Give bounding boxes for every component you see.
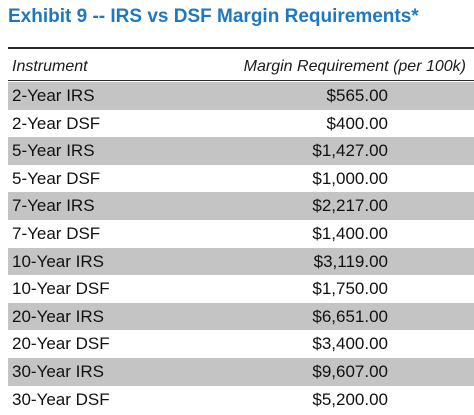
margin-cell: $3,400.00 <box>312 334 388 354</box>
table-row: 30-Year DSF $5,200.00 <box>8 386 474 414</box>
margin-cell: $1,750.00 <box>312 279 388 299</box>
margin-cell: $5,200.00 <box>312 389 388 409</box>
header-rule <box>8 80 474 81</box>
top-rule <box>8 47 474 49</box>
table-row: 5-Year DSF $1,000.00 <box>8 165 474 193</box>
table-body: 2-Year IRS $565.00 2-Year DSF $400.00 5-Year… <box>8 82 474 413</box>
margin-cell: $6,651.00 <box>312 306 388 326</box>
table-header: Instrument Margin Requirement (per 100k) <box>8 55 474 79</box>
margin-cell: $2,217.00 <box>312 196 388 216</box>
instrument-cell: 10-Year DSF <box>12 279 110 299</box>
table-row: 10-Year DSF $1,750.00 <box>8 275 474 303</box>
margin-cell: $1,400.00 <box>312 223 388 243</box>
instrument-cell: 30-Year IRS <box>12 361 104 381</box>
instrument-column-header: Instrument <box>12 58 88 75</box>
table-row: 10-Year IRS $3,119.00 <box>8 247 474 276</box>
instrument-cell: 5-Year IRS <box>12 141 95 161</box>
margin-cell: $9,607.00 <box>312 361 388 381</box>
margin-cell: $565.00 <box>326 86 388 105</box>
margin-cell: $3,119.00 <box>313 251 388 271</box>
table-row: 7-Year DSF $1,400.00 <box>8 220 474 248</box>
instrument-cell: 7-Year IRS <box>12 196 95 216</box>
margin-cell: $400.00 <box>326 113 388 133</box>
table-row: 20-Year IRS $6,651.00 <box>8 302 474 331</box>
table-row: 2-Year DSF $400.00 <box>8 110 474 138</box>
instrument-cell: 10-Year IRS <box>12 251 104 271</box>
table-row: 2-Year IRS $565.00 <box>8 82 474 110</box>
table-row: 7-Year IRS $2,217.00 <box>8 192 474 220</box>
margin-column-header: Margin Requirement (per 100k) <box>243 58 466 75</box>
instrument-cell: 5-Year DSF <box>12 168 101 188</box>
exhibit-title: Exhibit 9 -- IRS vs DSF Margin Requireme… <box>8 6 419 27</box>
instrument-cell: 30-Year DSF <box>12 389 110 409</box>
margin-cell: $1,427.00 <box>312 141 388 161</box>
table-row: 5-Year IRS $1,427.00 <box>8 137 474 165</box>
margin-cell: $1,000.00 <box>312 168 388 188</box>
instrument-cell: 2-Year IRS <box>12 86 95 105</box>
instrument-cell: 2-Year DSF <box>12 113 101 133</box>
instrument-cell: 7-Year DSF <box>12 223 101 243</box>
instrument-cell: 20-Year DSF <box>12 334 110 354</box>
table-row: 20-Year DSF $3,400.00 <box>8 330 474 358</box>
instrument-cell: 20-Year IRS <box>12 306 104 326</box>
table-row: 30-Year IRS $9,607.00 <box>8 357 474 386</box>
